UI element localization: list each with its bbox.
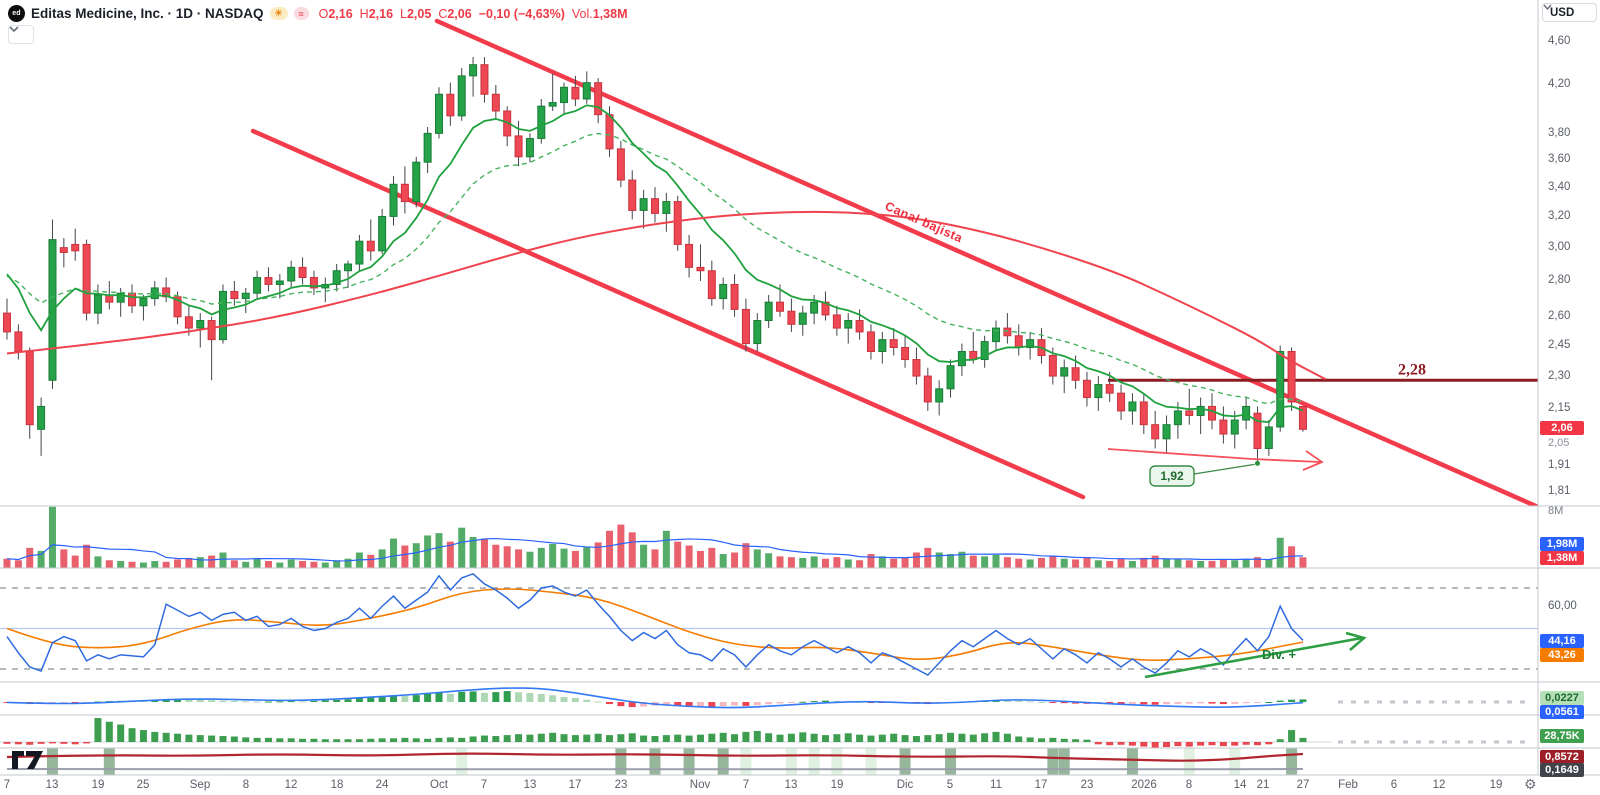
resistance-price-label: 2,28 <box>1398 361 1426 378</box>
rsi-ma-badge: 43,26 <box>1540 648 1584 662</box>
date-tick: 12 <box>1432 779 1446 791</box>
symbol-dropdown-button[interactable] <box>8 25 34 44</box>
ohlc-item: Vol.1,38M <box>571 6 628 21</box>
macd-line-badge: 0,0561 <box>1540 705 1584 719</box>
macd-hist-badge: 0,0227 <box>1540 691 1584 705</box>
tradingview-logo[interactable] <box>10 748 56 772</box>
currency-selector[interactable]: USD <box>1542 3 1597 22</box>
date-tick: 6 <box>1390 779 1398 791</box>
symbol-title[interactable]: Editas Medicine, Inc. · 1D · NASDAQ <box>31 6 264 21</box>
adx-red-badge: 0,8572 <box>1540 750 1584 764</box>
price-tick: 2,45 <box>1548 339 1571 352</box>
rsi-axis-label: 60,00 <box>1548 600 1577 612</box>
prev-close-label: 2,05 <box>1548 437 1570 449</box>
price-tick: 2,15 <box>1548 402 1571 415</box>
date-tick: 8 <box>242 779 250 791</box>
volume-ma-badge: 1,98M <box>1540 537 1584 551</box>
date-tick: Oct <box>430 779 448 791</box>
price-tick: 3,00 <box>1548 241 1571 254</box>
date-tick: Nov <box>689 779 711 791</box>
last-price-badge: 2,06 <box>1540 421 1584 435</box>
date-tick: 18 <box>330 779 344 791</box>
divergence-label: Div. + <box>1262 647 1296 662</box>
ohlc-item: C2,06 <box>438 6 472 21</box>
price-tick: 3,40 <box>1548 180 1571 193</box>
date-tick: 7 <box>742 779 750 791</box>
symbol-logo: ed <box>8 5 25 22</box>
date-tick: 25 <box>136 779 150 791</box>
date-tick: 12 <box>284 779 298 791</box>
date-tick: 5 <box>946 779 954 791</box>
date-tick: 19 <box>1489 779 1503 791</box>
date-tick: 19 <box>830 779 844 791</box>
date-tick: Feb <box>1338 779 1358 791</box>
price-tick: 1,91 <box>1548 459 1571 472</box>
price-tick: 3,20 <box>1548 209 1571 222</box>
ohlc-item: L2,05 <box>400 6 432 21</box>
date-tick: 19 <box>91 779 105 791</box>
date-tick: 8 <box>1185 779 1193 791</box>
symbol-header: ed Editas Medicine, Inc. · 1D · NASDAQ ☀… <box>8 5 627 22</box>
price-tick: 4,60 <box>1548 34 1571 47</box>
ohlc-item: −0,10 (−4,63%) <box>478 6 565 21</box>
ohlc-values: O2,16 H2,16 L2,05 C2,06 −0,10 (−4,63%) Vol.1,… <box>319 7 628 21</box>
price-tick: 3,60 <box>1548 152 1571 165</box>
date-tick: 27 <box>1296 779 1310 791</box>
adx-gray-badge: 0,1649 <box>1540 763 1584 777</box>
ohlc-item: O2,16 <box>318 6 353 21</box>
date-tick: Dic <box>896 779 914 791</box>
rsi-badge: 44,16 <box>1540 634 1584 648</box>
price-tick: 1,81 <box>1548 485 1571 498</box>
volume-current-badge: 1,38M <box>1540 551 1584 565</box>
price-tick: 2,80 <box>1548 274 1571 287</box>
date-tick: 13 <box>45 779 59 791</box>
date-tick: 7 <box>3 779 11 791</box>
currency-label: USD <box>1550 6 1575 19</box>
date-tick: Sep <box>189 779 211 791</box>
date-tick: 24 <box>375 779 389 791</box>
hist2-badge: 28,75K <box>1540 729 1584 743</box>
date-tick: 23 <box>1080 779 1094 791</box>
axis-settings-gear-icon[interactable]: ⚙ <box>1524 776 1537 792</box>
low-price-label: 1,92 <box>1160 469 1184 483</box>
price-tick: 2,30 <box>1548 369 1571 382</box>
date-tick: 23 <box>614 779 628 791</box>
date-tick: 7 <box>480 779 488 791</box>
price-tick: 2,60 <box>1548 310 1571 323</box>
date-tick: 13 <box>784 779 798 791</box>
price-tick: 4,20 <box>1548 78 1571 91</box>
date-tick: 17 <box>1034 779 1048 791</box>
date-tick: 11 <box>990 779 1002 791</box>
date-tick: 13 <box>523 779 537 791</box>
date-tick: 2026 <box>1131 779 1157 791</box>
volume-axis-label: 8M <box>1548 505 1564 517</box>
chevron-down-icon <box>1543 4 1552 10</box>
extended-hours-icon: ≈ <box>293 7 309 20</box>
premarket-sun-icon: ☀ <box>269 7 288 20</box>
price-tick: 3,80 <box>1548 126 1571 139</box>
ohlc-item: H2,16 <box>359 6 394 21</box>
date-tick: 21 <box>1256 779 1270 791</box>
date-tick: 14 <box>1233 779 1247 791</box>
date-tick: 17 <box>568 779 582 791</box>
